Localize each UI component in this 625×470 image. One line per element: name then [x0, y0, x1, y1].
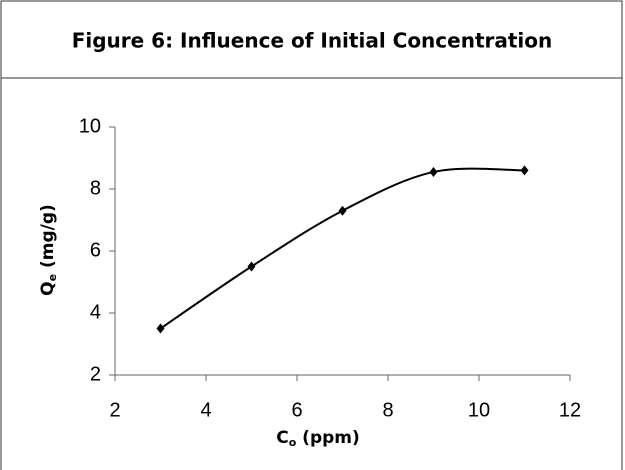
x-axis-label: Co (ppm)	[276, 428, 360, 449]
y-tick-label: 6	[90, 239, 101, 261]
marker	[156, 323, 165, 334]
marker	[338, 205, 347, 216]
y-tick-label: 2	[90, 363, 101, 385]
marker	[247, 261, 256, 272]
x-tick-label: 6	[291, 399, 302, 421]
marker	[429, 166, 438, 177]
marker	[520, 165, 529, 176]
x-tick-label: 12	[559, 399, 581, 421]
y-tick-label: 10	[79, 115, 101, 137]
x-tick-label: 2	[109, 399, 120, 421]
x-tick-label: 8	[382, 399, 393, 421]
x-tick-label: 4	[200, 399, 211, 421]
y-tick-label: 8	[90, 177, 101, 199]
y-tick-label: 4	[90, 301, 101, 323]
line	[159, 167, 525, 330]
x-tick-label: 10	[468, 399, 490, 421]
y-axis-label: Qe (mg/g)	[38, 204, 59, 296]
chart-title: Figure 6: Influence of Initial Concentra…	[72, 29, 553, 53]
